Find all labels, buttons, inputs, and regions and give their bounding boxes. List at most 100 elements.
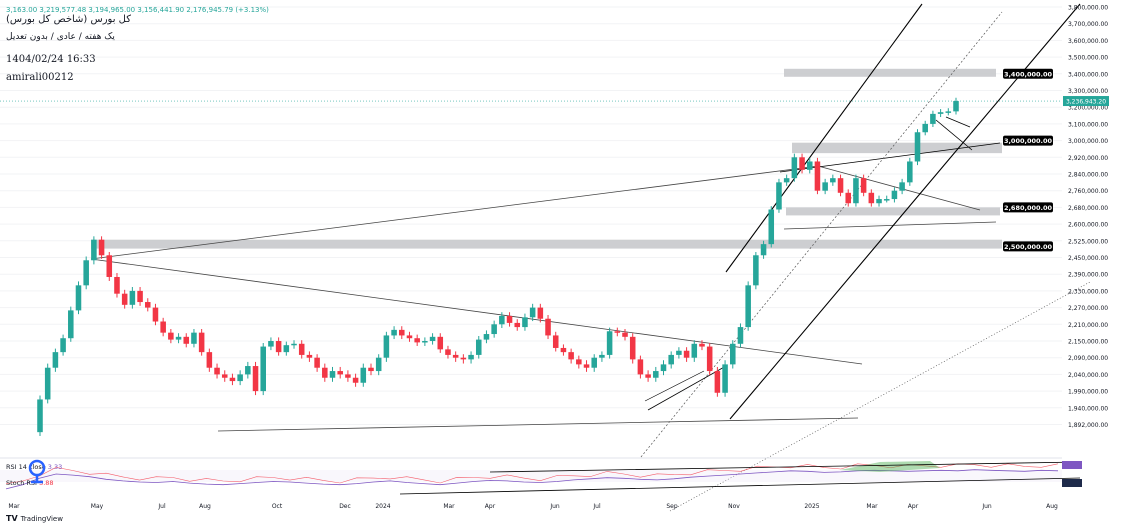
y-tick-label: 2,390,000.00 [1068,272,1108,279]
candle-body [953,101,959,112]
y-tick-label: 2,040,000.00 [1068,372,1108,379]
rsi-line [5,469,1059,490]
candle-body [560,347,567,353]
price-tag-box [1003,135,1053,146]
candle-body [822,182,828,191]
candle-body [283,345,290,353]
rsi-green-fill [840,461,940,472]
y-tick-label: 2,920,000.00 [1068,155,1108,162]
x-tick-label: 2024 [375,503,390,510]
candle-body [152,307,159,322]
x-tick-label: Jul [592,503,601,510]
symbol-subtitle: یک هفته / عادی / بدون تعدیل [6,32,115,42]
candle-body [198,332,205,353]
candle-body [529,307,536,318]
candle-body [760,244,767,256]
rsi-indicator-label[interactable]: RSI 14 close 3.33 [6,463,62,471]
candle-body [475,339,482,355]
candle-body [876,199,882,204]
candle-body [60,338,66,353]
candle-body [606,331,613,355]
candle-body [699,343,705,347]
stoch-label-text: Stoch RSI [6,479,37,487]
candle-body [483,334,490,340]
candle-body [175,336,182,340]
tradingview-logo[interactable]: TV TradingView [6,514,63,523]
y-tick-label: 2,210,000.00 [1068,322,1108,329]
trendline [783,221,997,230]
stoch-line [5,463,1059,484]
current-price-tag [1063,96,1109,107]
candle-body [37,399,43,433]
price-tag-box [1003,241,1053,252]
y-tick-label: 2,680,000.00 [1068,205,1108,212]
y-tick-label: 2,090,000.00 [1068,355,1108,362]
candle-body [445,349,451,355]
x-tick-label: Apr [908,503,919,510]
x-tick-label: Jul [157,503,166,510]
candle-body [429,336,436,341]
trendline [725,3,923,273]
x-tick-label: Nov [728,503,740,510]
stoch-indicator-label[interactable]: Stoch RSI 3.88 [6,479,54,487]
candle-body [160,321,166,333]
candle-body [52,352,59,368]
candlestick-series [37,97,959,437]
candle-body [75,285,82,311]
candle-body [545,318,551,336]
candle-body [576,359,582,365]
y-tick-label: 1,940,000.00 [1068,405,1108,412]
candle-body [499,315,505,325]
candle-body [599,354,605,358]
candle-body [899,182,905,191]
candle-body [568,352,574,360]
candle-body [753,255,759,286]
candle-body [591,357,597,368]
location-pin-icon [28,459,46,484]
candle-body [737,327,744,344]
x-tick-label: 2025 [804,503,819,510]
x-tick-label: Jun [981,503,992,510]
candle-body [922,123,928,133]
candle-body [522,317,528,328]
candle-body [368,367,374,372]
trendlines [0,3,1091,512]
candle-body [845,192,852,204]
candle-body [44,367,51,400]
candle-body [322,367,328,378]
price-axis[interactable]: 3,800,000.00 3,700,000.00 3,600,000.00 3,50… [1068,5,1108,430]
candle-body [745,285,751,328]
author-note: amirali00212 [6,72,74,83]
candle-body [468,354,474,360]
zone-rect [91,239,1002,249]
candle-body [806,161,813,170]
time-axis[interactable]: Mar May Jul Aug Oct Dec 2024 Mar Apr Jun Jul Sep Nov… [8,503,1058,510]
y-tick-label: 1,892,000.00 [1068,422,1108,429]
zone-rect [784,68,996,77]
candle-body [144,302,151,308]
candle-body [114,276,120,294]
candle-body [814,161,821,191]
candle-body [937,112,944,114]
candle-body [945,111,952,113]
candle-body [783,178,790,183]
price-tag-label: 3,000,000.00 [1004,137,1053,145]
x-tick-label: Apr [485,503,496,510]
candle-body [722,364,728,393]
y-tick-label: 3,400,000.00 [1068,71,1108,78]
x-tick-label: Aug [199,503,211,510]
y-tick-label: 3,500,000.00 [1068,55,1108,62]
stoch-value-tag [1062,479,1082,487]
trendline [90,165,819,260]
candle-body [352,377,359,383]
indicator-pane [0,457,1082,495]
candle-body [930,113,936,124]
stoch-value: 3.88 [39,479,54,487]
candle-body [406,335,413,339]
stoch-trendline [399,477,1081,495]
candle-body [98,239,105,256]
candle-body [360,367,367,383]
candle-body [375,357,382,372]
candle-body [268,341,274,347]
